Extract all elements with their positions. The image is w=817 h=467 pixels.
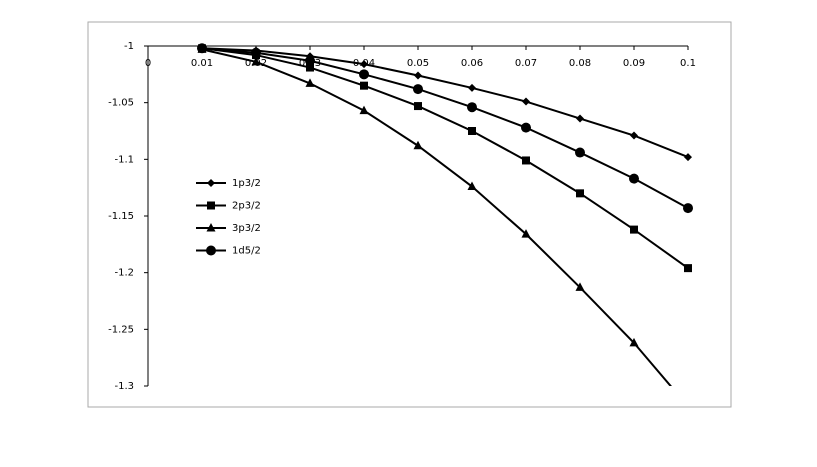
marker <box>414 102 422 111</box>
marker <box>251 56 261 66</box>
legend-marker <box>206 245 216 256</box>
y-tick-label: -1.25 <box>108 324 134 335</box>
y-tick-label: -1.05 <box>108 98 134 109</box>
x-tick-label: 0.09 <box>623 58 645 69</box>
legend-label: 2p3/2 <box>232 201 261 212</box>
marker <box>413 84 423 95</box>
marker <box>683 203 693 214</box>
series-line <box>201 47 689 158</box>
marker <box>684 264 692 273</box>
marker <box>630 131 638 140</box>
marker <box>630 225 638 234</box>
x-tick-label: 0.07 <box>515 58 537 69</box>
y-tick-label: -1.3 <box>114 381 134 392</box>
marker <box>522 97 530 106</box>
marker <box>197 43 207 54</box>
marker <box>305 55 315 66</box>
x-tick-label: 0.01 <box>191 58 213 69</box>
marker <box>359 105 369 115</box>
marker <box>360 60 368 69</box>
legend-label: 3p3/2 <box>232 223 261 234</box>
marker <box>575 282 585 291</box>
marker <box>360 81 368 90</box>
legend-label: 1d5/2 <box>232 246 261 257</box>
y-tick-label: -1.1 <box>114 154 134 165</box>
series-line <box>201 47 689 269</box>
legend-label: 1p3/2 <box>232 178 261 189</box>
marker <box>414 71 422 80</box>
y-tick-label: -1.15 <box>108 211 134 222</box>
x-tick-label: 0 <box>145 58 151 69</box>
marker <box>521 229 531 238</box>
marker <box>576 189 584 198</box>
series-line <box>201 48 672 386</box>
legend-marker <box>206 223 216 232</box>
marker <box>251 47 261 58</box>
marker <box>629 337 639 347</box>
marker <box>684 153 692 162</box>
marker <box>467 181 477 191</box>
marker <box>522 156 530 165</box>
marker <box>413 140 423 150</box>
plot-area <box>197 43 693 386</box>
y-tick-label: -1 <box>124 41 134 52</box>
legend-marker <box>207 201 215 210</box>
y-tick-label: -1.2 <box>114 268 134 279</box>
marker <box>359 69 369 80</box>
marker <box>306 63 314 72</box>
marker <box>575 147 585 158</box>
marker <box>629 173 639 184</box>
x-tick-label: 0.1 <box>680 58 696 69</box>
marker <box>468 127 476 135</box>
x-tick-label: 0.06 <box>461 58 483 69</box>
marker <box>468 83 476 92</box>
marker <box>305 78 315 87</box>
legend-marker <box>207 179 215 187</box>
x-tick-label: 0.05 <box>407 58 429 69</box>
chart-frame <box>87 21 732 408</box>
marker <box>576 114 584 123</box>
marker <box>467 102 477 113</box>
x-tick-label: 0.08 <box>569 58 591 69</box>
series-line <box>201 47 689 209</box>
marker <box>521 122 531 133</box>
